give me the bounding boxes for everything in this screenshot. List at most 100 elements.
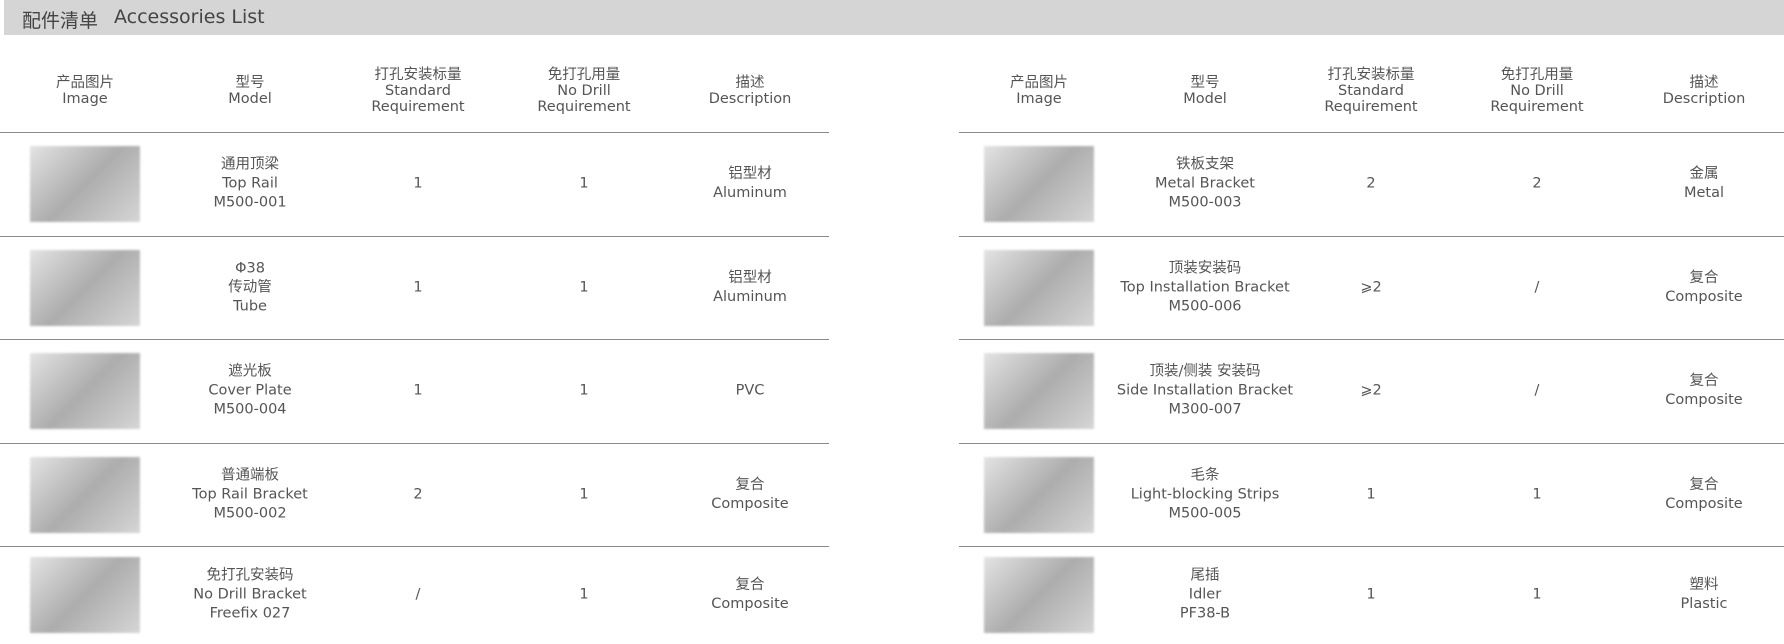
- text-line: 1: [579, 486, 589, 502]
- cell-model: 尾插 Idler PF38-B: [1180, 567, 1230, 624]
- text-line: 1: [1366, 586, 1376, 603]
- row-divider: [959, 546, 1784, 547]
- cell-model: 通用顶梁 Top Rail M500-001: [213, 156, 286, 213]
- text-line: Composite: [1665, 392, 1743, 408]
- cell-no-drill: 1: [579, 278, 588, 297]
- row-divider: [0, 236, 829, 237]
- text-line: Composite: [1665, 288, 1743, 305]
- text-line: Standard: [385, 83, 451, 99]
- text-line: 塑料: [1689, 577, 1719, 593]
- text-line: M500-003: [1168, 194, 1242, 211]
- cell-standard: 1: [413, 382, 422, 401]
- text-line: Model: [1183, 91, 1227, 107]
- row-divider: [959, 132, 1784, 133]
- text-line: Top Rail Bracket: [192, 486, 308, 502]
- text-line: 铝型材: [728, 166, 772, 182]
- text-line: 铁板支架: [1176, 156, 1234, 173]
- product-image: [984, 146, 1094, 222]
- text-line: Composite: [1665, 495, 1743, 512]
- row-divider: [0, 339, 829, 340]
- column-header: 打孔安装标量 Standard Requirement: [371, 67, 464, 115]
- text-line: M500-004: [213, 401, 287, 418]
- text-line: Aluminum: [713, 288, 787, 305]
- text-line: 型号: [235, 75, 265, 91]
- text-line: 复合: [1689, 476, 1719, 493]
- text-line: Light-blocking Strips: [1130, 486, 1280, 502]
- product-image: [30, 146, 140, 222]
- text-line: 通用顶梁: [220, 156, 279, 173]
- text-line: 1: [579, 586, 589, 603]
- row-divider: [959, 236, 1784, 237]
- row-divider: [959, 443, 1784, 444]
- column-header: 描述 Description: [709, 75, 792, 107]
- row-divider: [0, 546, 829, 547]
- cell-description: 复合 Composite: [711, 576, 788, 614]
- text-line: 复合: [735, 476, 765, 493]
- text-line: Top Rail: [222, 175, 278, 192]
- text-line: Model: [228, 91, 272, 107]
- cell-no-drill: 1: [579, 586, 588, 605]
- cell-description: 复合 Composite: [1665, 269, 1742, 307]
- text-line: Requirement: [1490, 99, 1584, 115]
- text-line: ⩾2: [1360, 279, 1382, 295]
- product-image: [984, 557, 1094, 633]
- cell-no-drill: 1: [579, 175, 588, 194]
- text-line: M500-001: [213, 194, 287, 211]
- cell-standard: /: [416, 586, 421, 605]
- text-line: 1: [1366, 486, 1376, 502]
- cell-model: 毛条 Light-blocking Strips M500-005: [1131, 466, 1280, 523]
- column-header: 免打孔用量 No Drill Requirement: [537, 67, 630, 115]
- text-line: 1: [1532, 486, 1542, 502]
- text-line: Top Installation Bracket: [1120, 279, 1290, 295]
- text-line: 2: [1532, 175, 1542, 192]
- text-line: 打孔安装标量: [1327, 67, 1415, 83]
- text-line: No Drill: [557, 83, 611, 99]
- cell-model: 免打孔安装码 No Drill Bracket Freefix 027: [193, 567, 306, 624]
- column-header: 免打孔用量 No Drill Requirement: [1490, 67, 1583, 115]
- product-image: [30, 353, 140, 429]
- product-image: [984, 353, 1094, 429]
- text-line: 复合: [735, 577, 765, 593]
- text-line: 1: [579, 382, 589, 399]
- text-line: ⩾2: [1360, 382, 1382, 399]
- cell-no-drill: 1: [579, 485, 588, 504]
- text-line: 尾插: [1190, 567, 1220, 584]
- cell-model: 普通端板 Top Rail Bracket M500-002: [192, 466, 308, 523]
- text-line: M500-006: [1168, 298, 1242, 314]
- text-line: No Drill Bracket: [193, 586, 307, 603]
- cell-description: 复合 Composite: [1665, 372, 1742, 410]
- text-line: Metal: [1683, 185, 1725, 201]
- cell-standard: 1: [413, 278, 422, 297]
- text-line: M300-007: [1168, 401, 1242, 418]
- text-line: 1: [413, 175, 423, 192]
- cell-description: 复合 Composite: [1665, 476, 1742, 514]
- text-line: Aluminum: [713, 185, 787, 201]
- text-line: PVC: [735, 382, 765, 399]
- text-line: 描述: [1689, 75, 1719, 91]
- row-divider: [0, 132, 829, 133]
- text-line: 遮光板: [228, 363, 272, 380]
- text-line: 铝型材: [728, 269, 772, 286]
- product-image: [984, 249, 1094, 326]
- text-line: No Drill: [1510, 83, 1564, 99]
- cell-description: 铝型材 Aluminum: [713, 269, 787, 307]
- text-line: Description: [708, 91, 792, 107]
- text-line: 描述: [735, 75, 765, 91]
- text-line: Plastic: [1680, 596, 1728, 612]
- product-image: [984, 456, 1094, 533]
- text-line: 打孔安装标量: [374, 67, 462, 83]
- column-header: 型号 Model: [1183, 75, 1227, 107]
- cell-model: 遮光板 Cover Plate M500-004: [208, 363, 291, 420]
- cell-standard: ⩾2: [1360, 382, 1381, 401]
- text-line: 2: [1366, 175, 1376, 192]
- cell-model: 铁板支架 Metal Bracket M500-003: [1155, 156, 1255, 213]
- cell-standard: 2: [1366, 175, 1375, 194]
- text-line: /: [1534, 382, 1540, 399]
- column-header: 产品图片 Image: [1010, 75, 1068, 107]
- text-line: 型号: [1190, 75, 1220, 91]
- text-line: 1: [579, 175, 589, 192]
- cell-no-drill: 1: [1532, 586, 1541, 605]
- cell-standard: ⩾2: [1360, 278, 1381, 297]
- cell-description: 复合 Composite: [711, 476, 788, 514]
